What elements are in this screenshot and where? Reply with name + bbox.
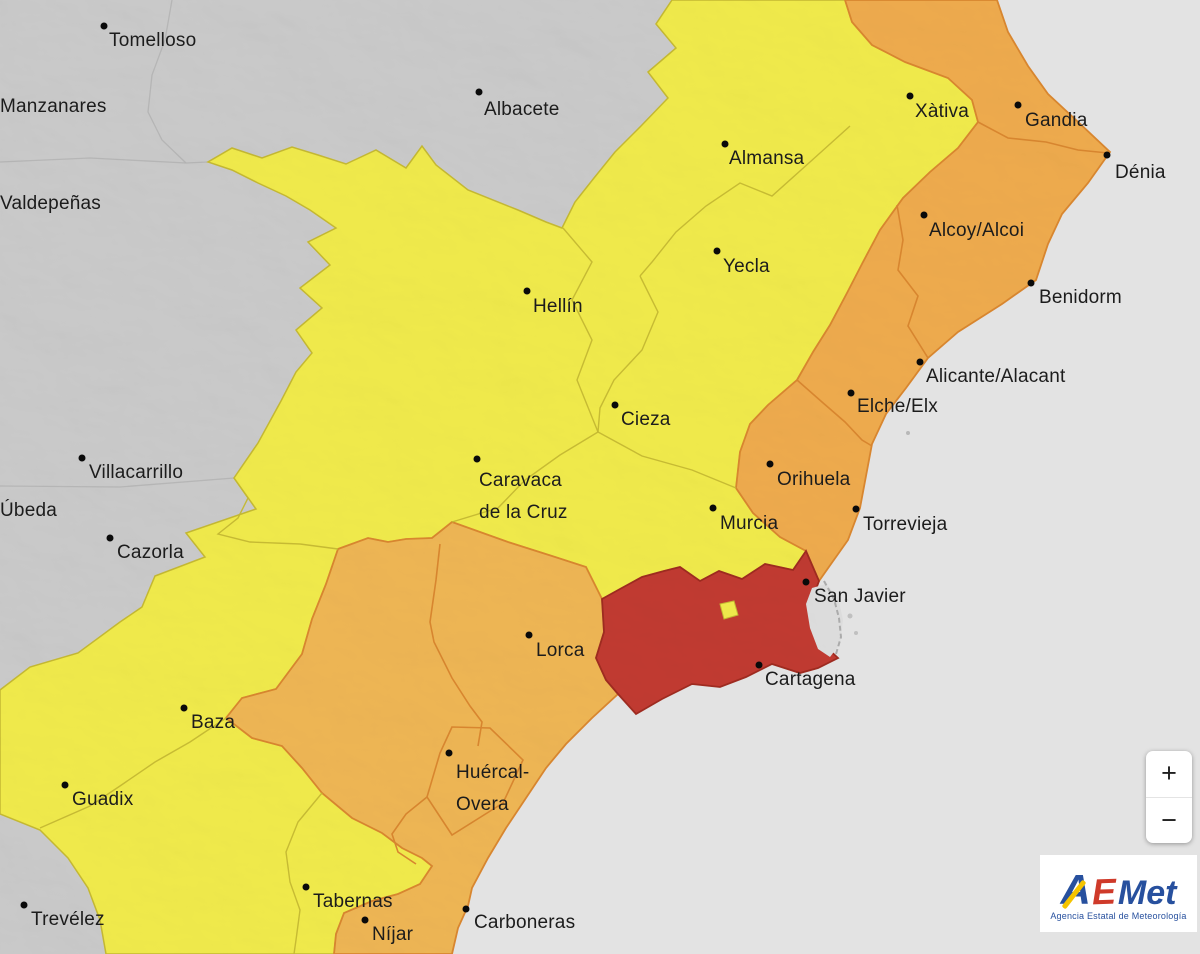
zoom-control: + − xyxy=(1146,751,1192,843)
zoom-in-button[interactable]: + xyxy=(1146,751,1192,798)
islet xyxy=(854,631,858,635)
aemet-logo-letter-e: E xyxy=(1091,870,1117,912)
aemet-logo-letters-met: Met xyxy=(1117,873,1177,912)
islet xyxy=(847,613,853,619)
islet xyxy=(906,431,910,435)
aemet-logo-letter-a: A xyxy=(1060,865,1091,913)
aemet-logo-wordmark: A E Met xyxy=(1060,865,1177,913)
aemet-logo: A E Met Agencia Estatal de Meteorología xyxy=(1040,855,1197,932)
zoom-out-button[interactable]: − xyxy=(1161,804,1177,835)
islet xyxy=(844,598,848,602)
la-manga-strip xyxy=(823,580,843,655)
aemet-logo-subtitle: Agencia Estatal de Meteorología xyxy=(1050,910,1187,921)
